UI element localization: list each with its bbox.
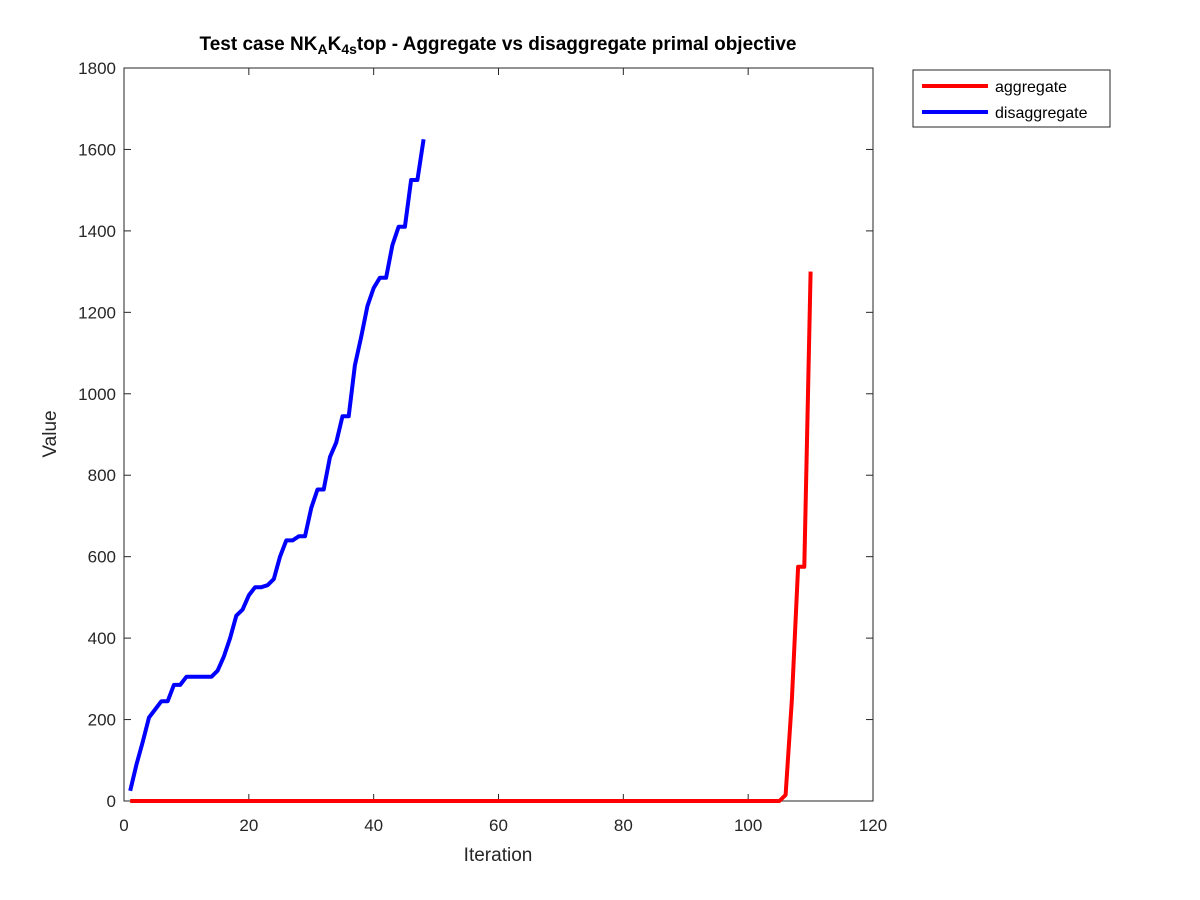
x-tick-label: 20: [239, 816, 258, 835]
x-tick-label: 60: [489, 816, 508, 835]
y-tick-label: 0: [107, 792, 116, 811]
y-axis: 0 200 400 600 800 1000 1200 1400 1600 1800: [78, 59, 873, 811]
x-tick-label: 0: [119, 816, 128, 835]
x-axis-label: Iteration: [464, 845, 533, 866]
legend-box: [912, 69, 1111, 128]
y-tick-label: 1800: [78, 59, 116, 78]
y-tick-label: 400: [88, 629, 116, 648]
y-tick-label: 800: [88, 466, 116, 485]
y-tick-label: 600: [88, 548, 116, 567]
x-axis: 0 20 40 60 80 100 120: [119, 68, 887, 835]
chart-title: Test case NKAK4stop - Aggregate vs disag…: [200, 34, 797, 57]
x-tick-label: 100: [734, 816, 762, 835]
series-layer: [128, 138, 813, 803]
x-tick-label: 80: [614, 816, 633, 835]
axes-box: [123, 67, 874, 802]
title-part: Test case NK: [200, 34, 318, 55]
plot-area: 0 20 40 60 80 100 120 0 200 400 600 800 1000 1200 140…: [78, 59, 887, 835]
series-line-disaggregate: [128, 138, 426, 792]
y-tick-label: 1600: [78, 140, 116, 159]
legend: aggregate disaggregate: [912, 69, 1111, 128]
x-tick-label: 40: [364, 816, 383, 835]
y-tick-label: 1200: [78, 303, 116, 322]
x-tick-label: 120: [859, 816, 887, 835]
legend-label: aggregate: [995, 79, 1067, 96]
title-part: K: [328, 34, 342, 55]
title-part: A: [317, 41, 327, 57]
y-tick-label: 1000: [78, 385, 116, 404]
title-part: top - Aggregate vs disaggregate primal o…: [357, 34, 797, 55]
legend-label: disaggregate: [995, 105, 1088, 122]
title-part: 4s: [341, 41, 357, 57]
series-line-aggregate: [130, 271, 813, 803]
y-tick-label: 200: [88, 711, 116, 730]
y-tick-label: 1400: [78, 222, 116, 241]
y-axis-label: Value: [40, 410, 61, 457]
